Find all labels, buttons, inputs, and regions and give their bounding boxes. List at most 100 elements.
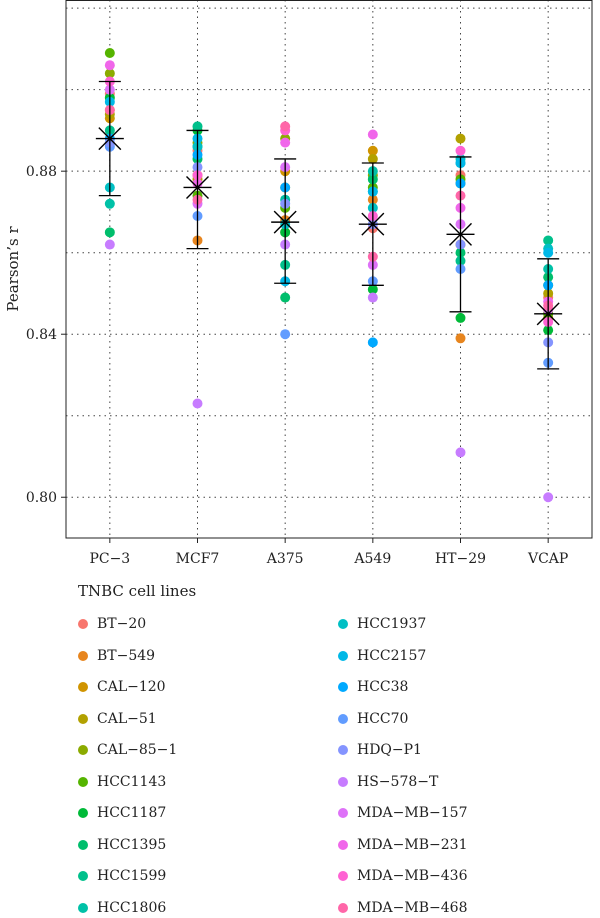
legend-item: MDA−MB−157 (338, 803, 467, 823)
legend-swatch (78, 776, 88, 787)
legend-swatch (338, 776, 348, 787)
legend-title: TNBC cell lines (78, 582, 197, 600)
legend-item: HCC1395 (78, 835, 166, 855)
data-point: MDA−MB−231 — A375: 0.887 (280, 137, 291, 148)
legend-swatch (338, 839, 348, 850)
legend-item: BT−549 (78, 646, 155, 666)
error-bar-group (271, 158, 300, 284)
legend-swatch (78, 839, 88, 850)
y-tick-label: 0.80 (26, 490, 57, 506)
legend-label: CAL−120 (97, 679, 166, 695)
data-point: HCC1395 — A375: 0.849 (280, 292, 291, 303)
x-tick-label: MCF7 (176, 551, 220, 567)
legend: TNBC cell lines BT−20 BT−549 CAL−120 CAL−51… (0, 576, 600, 916)
x-tick-label: VCAP (527, 551, 568, 567)
legend-item: HDQ−P1 (338, 740, 422, 760)
legend-label: MDA−MB−231 (357, 836, 468, 853)
legend-label: BT−549 (97, 647, 156, 664)
data-point: MDA−MB−231 — A549: 0.889 (367, 129, 378, 140)
data-point: HCC1599 — MCF7: 0.891 (192, 121, 203, 132)
data-point: MDA−MB−468 — A375: 0.891 (280, 121, 291, 132)
legend-label: HCC38 (357, 679, 409, 695)
error-bar-group (446, 156, 475, 313)
plot-border (65, 0, 593, 539)
legend-label: HDQ−P1 (357, 742, 422, 758)
legend-swatch (78, 619, 88, 629)
data-point: MDA−MB−231 — PC−3: 0.906 (104, 60, 115, 71)
legend-item: CAL−120 (78, 677, 166, 697)
legend-item: MDA−MB−436 (338, 866, 467, 886)
pearson-r-chart: 0.80 0.84 0.88 PC−3 MCF7 A375 A549 HT−29 VCAP Pea… (4, 0, 593, 567)
legend-label: HCC1395 (97, 836, 167, 853)
legend-label: HCC1806 (97, 899, 167, 916)
legend-item: BT−20 (78, 614, 146, 634)
data-point: HS−578−T — VCAP: 0.8 (543, 492, 554, 503)
legend-label: HCC1187 (97, 805, 167, 821)
legend-item: CAL−85−1 (78, 740, 177, 760)
legend-swatch (78, 682, 88, 692)
legend-item: HCC1187 (78, 803, 166, 823)
legend-item: HS−578−T (338, 772, 438, 792)
legend-item: HCC1937 (338, 614, 426, 634)
data-point: CAL−85−1 — PC−3: 0.904 (104, 68, 115, 79)
legend-item: HCC1806 (78, 898, 166, 918)
data-point: HCC1806 — PC−3: 0.872 (104, 198, 115, 209)
data-point: HCC2157 — VCAP: 0.86 (543, 247, 554, 258)
legend-item: HCC70 (338, 709, 408, 729)
data-point: CAL−120 — A549: 0.885 (367, 145, 378, 156)
legend-swatch (338, 713, 348, 724)
y-tick-label: 0.84 (26, 327, 57, 343)
data-point: HS−578−T — MCF7: 0.823 (192, 398, 203, 409)
data-point: HCC1395 — PC−3: 0.865 (104, 227, 115, 238)
data-point: HCC1187 — A549: 0.851 (367, 284, 378, 295)
legend-label: MDA−MB−468 (357, 899, 468, 916)
legend-swatch (78, 650, 88, 661)
legend-label: HS−578−T (357, 773, 439, 790)
x-tick-label: HT−29 (435, 551, 486, 567)
legend-swatch (338, 650, 348, 661)
data-point: HCC38 — A549: 0.838 (367, 337, 378, 348)
legend-label: CAL−51 (97, 710, 157, 727)
legend-label: MDA−MB−436 (357, 868, 468, 884)
legend-swatch (78, 902, 88, 913)
error-bar-group (358, 162, 387, 286)
legend-swatch (78, 713, 88, 724)
data-point: HS−578−T — HT−29: 0.811 (455, 447, 466, 458)
legend-label: BT−20 (97, 616, 147, 632)
legend-swatch (338, 682, 348, 692)
legend-label: HCC1599 (97, 868, 167, 884)
data-point: MDA−MB−436 — HT−29: 0.885 (455, 145, 466, 156)
legend-swatch (338, 871, 348, 881)
legend-swatch (338, 808, 348, 818)
data-point: HCC1599 — VCAP: 0.863 (543, 235, 554, 246)
legend-item: CAL−51 (78, 709, 157, 729)
legend-swatch (78, 745, 88, 755)
legend-item: HCC1599 (78, 866, 166, 886)
x-tick-label: PC−3 (89, 551, 130, 567)
legend-item: HCC1143 (78, 772, 166, 792)
legend-swatch (338, 745, 348, 755)
legend-label: MDA−MB−157 (357, 805, 468, 821)
data-point: HS−578−T — A549: 0.849 (367, 292, 378, 303)
legend-item: HCC38 (338, 677, 408, 697)
error-bar-group (183, 129, 212, 250)
legend-swatch (78, 808, 88, 818)
data-point: BT−549 — HT−29: 0.839 (455, 333, 466, 344)
legend-label: HCC2157 (357, 647, 427, 664)
legend-item: HCC2157 (338, 646, 426, 666)
legend-label: HCC1143 (97, 773, 167, 790)
error-bar-group (95, 80, 124, 197)
data-point: CAL−51 — HT−29: 0.888 (455, 133, 466, 144)
data-point: CAL−51 — A549: 0.883 (367, 153, 378, 164)
legend-item: MDA−MB−468 (338, 898, 467, 918)
data-point: HCC1187 — HT−29: 0.844 (455, 312, 466, 323)
legend-label: HCC1937 (357, 616, 427, 632)
legend-label: HCC70 (357, 710, 409, 727)
x-tick-label: A549 (353, 551, 391, 567)
legend-swatch (338, 619, 348, 629)
x-tick-label: A375 (266, 551, 304, 567)
legend-item: MDA−MB−231 (338, 835, 467, 855)
legend-swatch (338, 902, 348, 913)
data-point: HCC1143 — PC−3: 0.909 (104, 47, 115, 58)
legend-label: CAL−85−1 (97, 742, 178, 758)
